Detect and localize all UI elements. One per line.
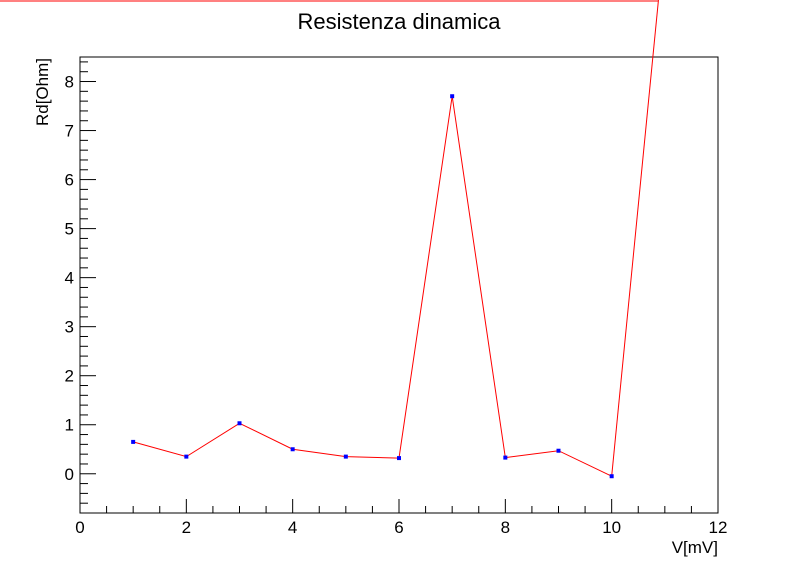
data-point: [609, 474, 614, 479]
data-point: [556, 448, 561, 453]
y-tick-label: 5: [65, 220, 74, 239]
series-line: [133, 96, 612, 477]
x-tick-label: 10: [602, 518, 621, 537]
x-tick-label: 2: [182, 518, 191, 537]
x-tick-label: 4: [288, 518, 297, 537]
y-tick-label: 1: [65, 416, 74, 435]
y-tick-label: 0: [65, 465, 74, 484]
data-point: [397, 456, 401, 461]
x-axis-label: V[mV]: [672, 538, 718, 557]
x-tick-label: 0: [75, 518, 84, 537]
fit-curve-rise: [611, 0, 659, 477]
y-tick-label: 8: [65, 73, 74, 92]
data-point: [343, 454, 348, 459]
series-layer: [131, 94, 614, 479]
y-tick-label: 7: [65, 122, 74, 141]
x-tick-label: 6: [394, 518, 403, 537]
chart-title: Resistenza dinamica: [298, 9, 502, 34]
y-axis-label: Rd[Ohm]: [33, 58, 52, 126]
fit-curve-layer: [0, 0, 659, 477]
y-tick-label: 6: [65, 171, 74, 190]
data-point: [503, 455, 508, 460]
data-point: [131, 439, 136, 444]
data-point: [237, 421, 242, 426]
data-point: [290, 447, 295, 452]
y-tick-label: 2: [65, 367, 74, 386]
x-tick-label: 12: [709, 518, 728, 537]
y-tick-label: 4: [65, 269, 74, 288]
x-tick-label: 8: [501, 518, 510, 537]
data-point: [184, 454, 189, 459]
y-tick-label: 3: [65, 318, 74, 337]
data-point: [450, 94, 455, 99]
